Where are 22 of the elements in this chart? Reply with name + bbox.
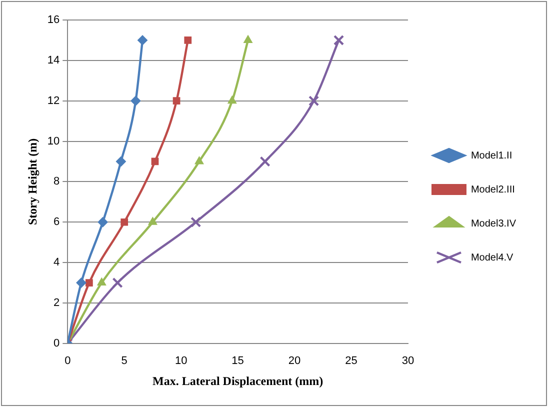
x-tick-label: 5 (121, 355, 128, 368)
y-axis-title: Story Height (m) (25, 138, 40, 226)
legend-label: Model2.III (470, 184, 515, 196)
x-tick-label: 10 (174, 355, 188, 368)
y-tick-label: 14 (47, 54, 60, 66)
x-axis-title: Max. Lateral Displacement (mm) (152, 374, 324, 388)
y-tick-label: 12 (47, 94, 60, 107)
y-tick-label: 8 (54, 176, 60, 188)
x-tick-label: 25 (345, 355, 358, 368)
x-tick-label: 30 (402, 355, 414, 368)
y-tick-label: 2 (54, 297, 60, 310)
y-tick-label: 16 (47, 14, 60, 26)
y-tick-label: 4 (54, 256, 60, 269)
y-tick-label: 0 (54, 337, 60, 350)
x-tick-label: 15 (232, 355, 244, 368)
x-tick-label: 20 (288, 355, 301, 368)
x-tick-label: 0 (64, 355, 71, 368)
legend-label: Model3.IV (470, 218, 516, 230)
y-tick-label: 6 (54, 216, 60, 228)
legend-label: Model4.V (470, 252, 514, 264)
legend-label: Model1.II (470, 150, 512, 162)
y-tick-label: 10 (47, 135, 60, 148)
